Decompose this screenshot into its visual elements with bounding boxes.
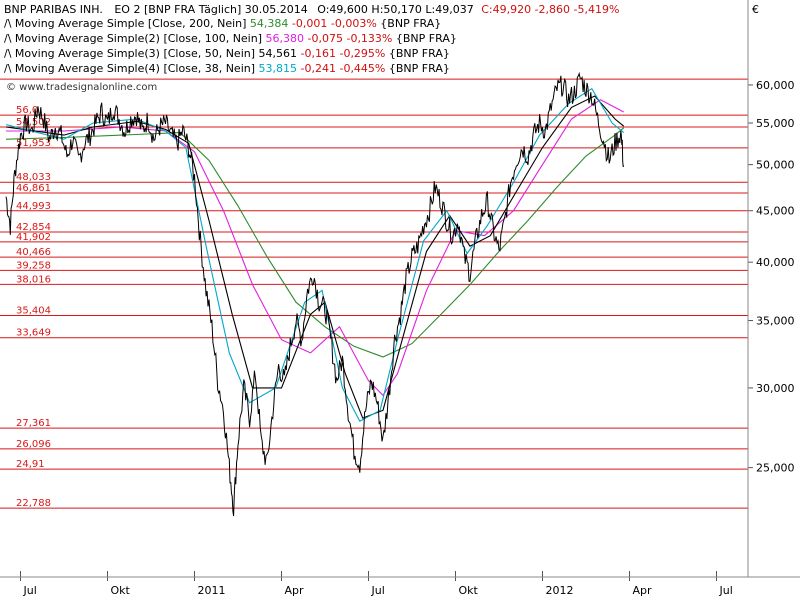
currency-label: €: [752, 3, 759, 16]
ma-line-3: [5, 87, 625, 422]
ytick-label-6: 55,000: [756, 117, 795, 130]
price-series: [5, 71, 625, 517]
hline-label-17: 22,788: [16, 498, 51, 509]
legend-indicator-label: /\ Moving Average Simple(4) [Close, 38, …: [4, 62, 259, 75]
hline-label-8: 41,902: [16, 232, 51, 243]
legend-indicator-0: /\ Moving Average Simple [Close, 200, Ne…: [4, 17, 441, 30]
hline-label-10: 39,258: [16, 260, 51, 271]
ytick-label-1: 30,000: [756, 382, 795, 395]
xtick-label-1: Okt: [111, 584, 131, 597]
hline-label-15: 26,096: [16, 439, 51, 450]
xtick-label-4: Jul: [371, 584, 385, 597]
ma-line-2: [5, 95, 625, 419]
ytick-label-0: 25,000: [756, 462, 795, 475]
ytick-label-5: 50,000: [756, 159, 795, 172]
legend-indicator-value: 53,815: [259, 62, 301, 75]
hline-label-9: 40,466: [16, 247, 51, 258]
chart-legend: BNP PARIBAS INH. EO 2 [BNP FRA Täglich] …: [4, 3, 619, 75]
xtick-label-0: Jul: [23, 584, 37, 597]
header-ohlc: O:49,600 H:50,170 L:49,037: [317, 3, 473, 16]
hline-label-13: 33,649: [16, 328, 51, 339]
legend-indicator-source: {BNP FRA}: [396, 32, 457, 45]
legend-indicator-change: -0,161 -0,295%: [301, 47, 389, 60]
ma-line-1: [6, 99, 624, 397]
y-axis: 25,000 30,000 35,000 40,000 45,000 50,000 55,0…: [748, 79, 795, 475]
hline-label-14: 27,361: [16, 418, 51, 429]
legend-indicator-value: 54,561: [259, 47, 301, 60]
ytick-label-4: 45,000: [756, 205, 795, 218]
legend-indicator-label: /\ Moving Average Simple(2) [Close, 100,…: [4, 32, 266, 45]
header-close: C:49,920 -2,860 -5,419%: [481, 3, 619, 16]
xtick-label-2: 2011: [198, 584, 226, 597]
header-instrument: BNP PARIBAS INH.: [4, 3, 103, 16]
legend-indicator-1: /\ Moving Average Simple(2) [Close, 100,…: [4, 32, 457, 45]
legend-header: BNP PARIBAS INH. EO 2 [BNP FRA Täglich] …: [4, 3, 619, 16]
legend-indicator-label: /\ Moving Average Simple(3) [Close, 50, …: [4, 47, 259, 60]
hline-label-5: 46,861: [16, 183, 51, 194]
hline-label-7: 42,854: [16, 222, 51, 233]
ytick-label-3: 40,000: [756, 256, 795, 269]
xtick-label-3: Apr: [285, 584, 305, 597]
watermark: © www.tradesignalonline.com: [6, 82, 157, 93]
hline-label-12: 35,404: [16, 306, 51, 317]
legend-indicators: /\ Moving Average Simple [Close, 200, Ne…: [4, 17, 457, 75]
legend-indicator-source: {BNP FRA}: [380, 17, 441, 30]
legend-indicator-3: /\ Moving Average Simple(4) [Close, 38, …: [4, 62, 450, 75]
hline-label-4: 48,033: [16, 172, 51, 183]
xtick-label-7: Apr: [633, 584, 653, 597]
xtick-label-8: Jul: [719, 584, 733, 597]
hline-label-3: 51,953: [16, 138, 51, 149]
ytick-label-2: 35,000: [756, 315, 795, 328]
price-line: [5, 71, 625, 517]
legend-indicator-value: 54,384: [250, 17, 292, 30]
xtick-label-6: 2012: [546, 584, 574, 597]
legend-indicator-change: -0,241 -0,445%: [301, 62, 389, 75]
legend-indicator-source: {BNP FRA}: [389, 47, 450, 60]
hline-label-6: 44,993: [16, 201, 51, 212]
xtick-label-5: Okt: [459, 584, 479, 597]
hline-label-11: 38,016: [16, 274, 51, 285]
x-axis: Jul Okt 2011 Apr Jul Okt 2012 Apr Jul: [20, 571, 733, 597]
legend-indicator-change: -0,001 -0,003%: [292, 17, 380, 30]
legend-indicator-value: 56,380: [266, 32, 308, 45]
ytick-label-7: 60,000: [756, 79, 795, 92]
legend-indicator-label: /\ Moving Average Simple [Close, 200, Ne…: [4, 17, 250, 30]
legend-indicator-2: /\ Moving Average Simple(3) [Close, 50, …: [4, 47, 450, 60]
hline-label-16: 24,91: [16, 459, 45, 470]
legend-indicator-source: {BNP FRA}: [389, 62, 450, 75]
legend-indicator-change: -0,075 -0,133%: [308, 32, 396, 45]
header-info: EO 2 [BNP FRA Täglich] 30.05.2014: [114, 3, 307, 16]
hline-label-2: 54,502: [16, 117, 51, 128]
hline-label-1: 56,0: [16, 105, 38, 116]
